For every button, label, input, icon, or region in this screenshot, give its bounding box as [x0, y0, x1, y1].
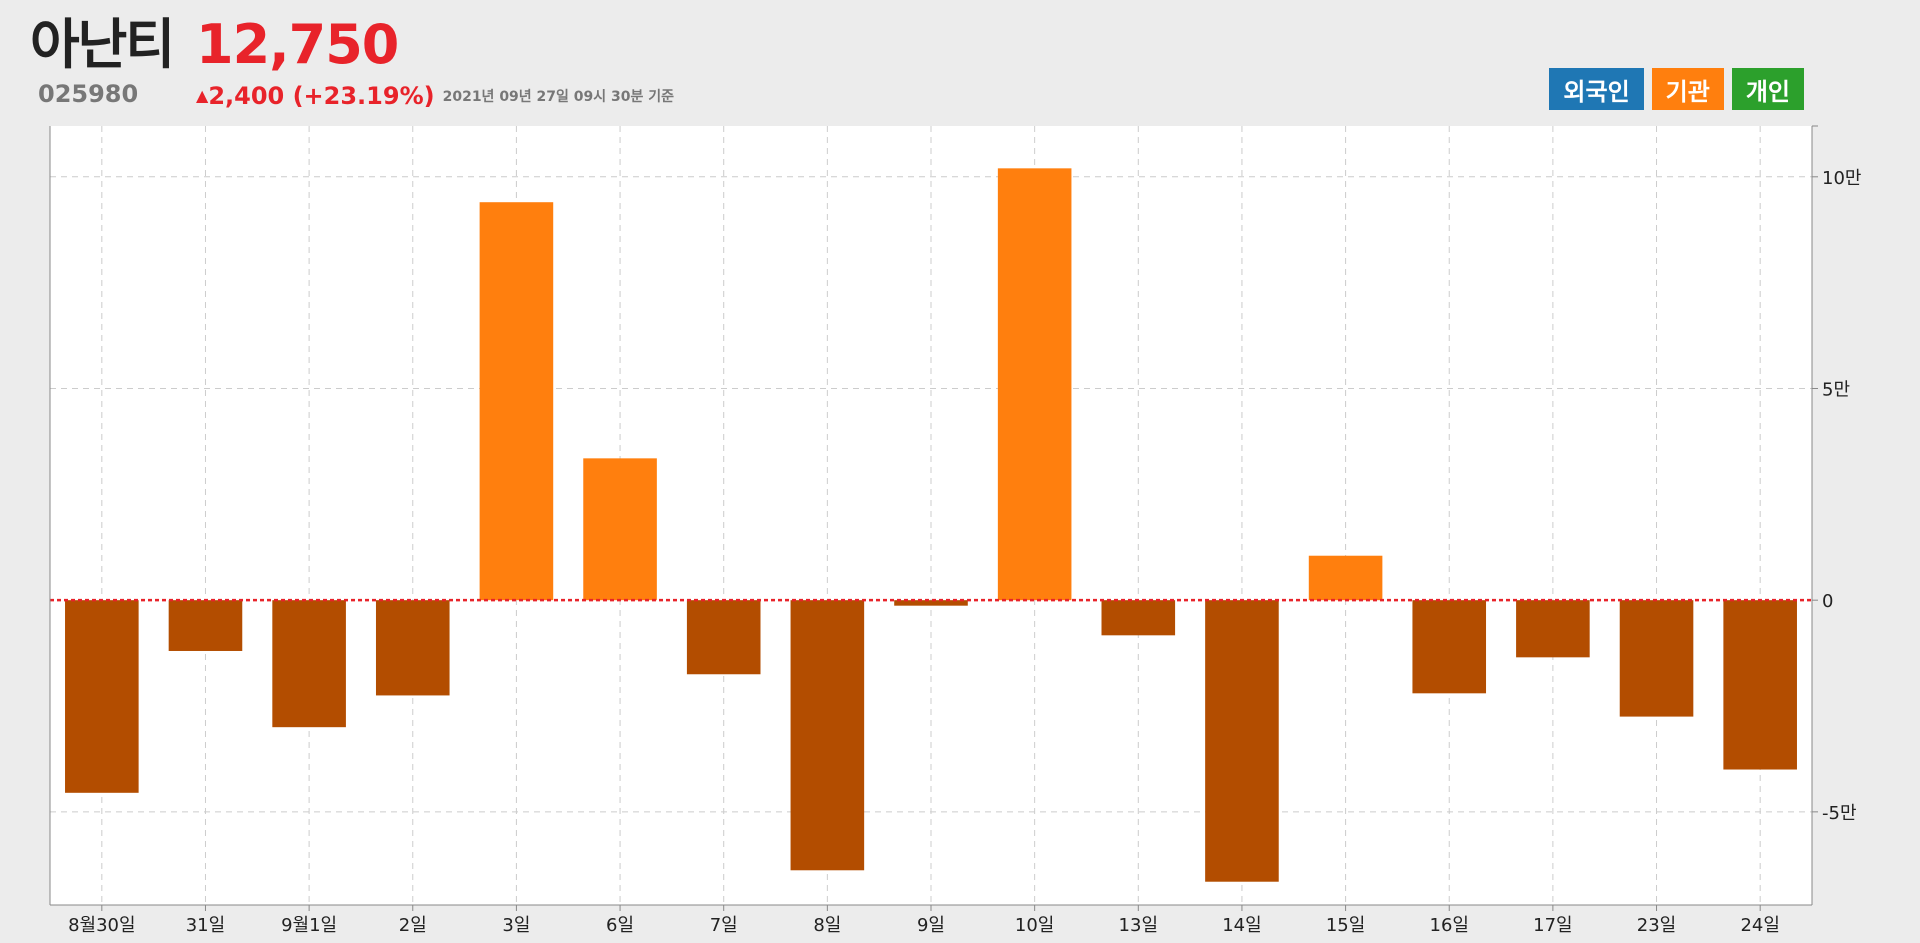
- bar-7: [686, 600, 761, 675]
- x-tick-label: 8월30일: [68, 915, 135, 936]
- bar-15: [1516, 600, 1590, 658]
- x-tick-label: 14일: [1222, 915, 1261, 936]
- x-tick-label: 10일: [1015, 915, 1054, 936]
- up-arrow-icon: ▲: [196, 86, 209, 105]
- stock-price: 12,750: [196, 13, 399, 76]
- bar-16: [1619, 600, 1694, 717]
- x-tick-label: 7일: [710, 915, 738, 936]
- price-change: 2,400 (+23.19%): [208, 82, 435, 110]
- x-tick-label: 16일: [1430, 915, 1469, 936]
- investor-legend: 외국인 기관 개인: [1549, 68, 1804, 110]
- bar-2: [168, 600, 243, 651]
- x-tick-label: 15일: [1326, 915, 1365, 936]
- bar-17: [1723, 600, 1797, 770]
- y-tick-label: 0: [1822, 591, 1833, 612]
- y-tick-label: 10만: [1822, 168, 1861, 189]
- x-tick-label: 23일: [1637, 915, 1676, 936]
- x-tick-label: 13일: [1119, 915, 1158, 936]
- x-tick-label: 24일: [1740, 915, 1779, 936]
- x-tick-label: 31일: [186, 915, 225, 936]
- x-tick-label: 9일: [917, 915, 945, 936]
- x-tick-label: 2일: [399, 915, 427, 936]
- x-tick-label: 9월1일: [281, 915, 337, 936]
- price-change-row: ▲2,400 (+23.19%) 2021년 09년 27일 09시 30분 기준: [196, 84, 674, 108]
- legend-institution-button[interactable]: 기관: [1651, 68, 1724, 110]
- bar-14: [1412, 600, 1487, 694]
- bar-4: [375, 600, 450, 696]
- bar-3: [272, 600, 346, 728]
- stock-code: 025980: [38, 80, 139, 108]
- bar-5: [479, 202, 554, 601]
- bar-13: [1308, 555, 1383, 601]
- bar-11: [1101, 600, 1176, 636]
- timestamp: 2021년 09년 27일 09시 30분 기준: [442, 89, 675, 105]
- legend-foreign-button[interactable]: 외국인: [1549, 68, 1644, 110]
- bar-1: [65, 600, 139, 793]
- bar-12: [1205, 600, 1279, 882]
- x-tick-label: 8일: [813, 915, 841, 936]
- y-tick-label: 5만: [1822, 379, 1850, 400]
- x-tick-label: 3일: [502, 915, 530, 936]
- legend-individual-button[interactable]: 개인: [1731, 68, 1804, 110]
- bar-9: [894, 600, 968, 606]
- y-tick-label: -5만: [1822, 803, 1857, 824]
- x-tick-label: 6일: [606, 915, 634, 936]
- bar-8: [790, 600, 865, 871]
- x-tick-label: 17일: [1533, 915, 1572, 936]
- stock-name: 아난티: [30, 13, 175, 76]
- stock-header: 아난티 12,750 025980 ▲2,400 (+23.19%) 2021년 …: [0, 0, 1920, 126]
- bar-6: [583, 458, 657, 601]
- bar-10: [997, 168, 1072, 601]
